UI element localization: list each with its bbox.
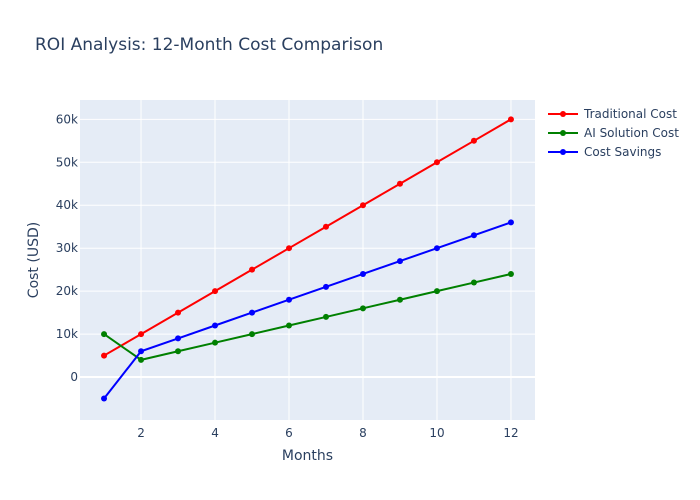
x-tick-label: 2 <box>137 426 145 440</box>
data-point <box>359 270 366 277</box>
data-point <box>286 245 293 252</box>
data-point <box>101 395 108 402</box>
data-point <box>507 270 514 277</box>
data-point <box>433 159 440 166</box>
data-point <box>396 296 403 303</box>
data-point <box>212 288 219 295</box>
data-point <box>507 116 514 123</box>
data-point <box>470 137 477 144</box>
data-point <box>138 331 145 338</box>
plot-area <box>80 100 535 420</box>
series-line <box>103 272 512 361</box>
grid-lines <box>80 100 535 420</box>
legend-swatch-marker <box>560 130 566 136</box>
legend-swatch-marker <box>560 111 566 117</box>
legend-label: Traditional Cost <box>583 107 677 121</box>
x-tick-label: 4 <box>211 426 219 440</box>
legend-item[interactable]: Traditional Cost <box>548 107 677 121</box>
data-point <box>286 322 293 329</box>
data-point <box>396 258 403 265</box>
data-point <box>249 266 256 273</box>
chart-title: ROI Analysis: 12-Month Cost Comparison <box>35 35 383 55</box>
x-tick-label: 6 <box>285 426 293 440</box>
legend-label: AI Solution Cost <box>584 126 679 140</box>
y-tick-label: 10k <box>56 327 78 341</box>
legend-label: Cost Savings <box>584 145 661 159</box>
data-point <box>175 335 182 342</box>
data-point <box>396 180 403 187</box>
x-axis-title: Months <box>282 448 333 464</box>
data-point <box>175 348 182 355</box>
data-point <box>138 348 145 355</box>
data-point <box>433 288 440 295</box>
data-point <box>286 296 293 303</box>
data-point <box>212 322 219 329</box>
y-tick-label: 50k <box>56 155 78 169</box>
series-0 <box>101 116 514 359</box>
data-point <box>359 305 366 312</box>
series-1 <box>101 270 514 363</box>
data-point <box>101 331 108 338</box>
y-tick-label: 60k <box>56 112 78 126</box>
data-point <box>470 232 477 239</box>
series-line <box>103 118 512 357</box>
legend-swatch-marker <box>560 149 566 155</box>
data-point <box>359 202 366 209</box>
legend-item[interactable]: AI Solution Cost <box>548 126 679 140</box>
series-layer <box>101 116 514 402</box>
data-point <box>433 245 440 252</box>
series-2 <box>101 219 514 402</box>
x-tick-label: 12 <box>503 426 518 440</box>
data-point <box>470 279 477 286</box>
data-point <box>322 313 329 320</box>
legend: Traditional Cost AI Solution Cost Cost Sav… <box>548 107 679 159</box>
data-point <box>322 223 329 230</box>
y-tick-label: 40k <box>56 198 78 212</box>
y-tick-label: 0 <box>70 370 78 384</box>
data-point <box>507 219 514 226</box>
x-axis-ticks: 2 4 6 8 10 12 <box>137 426 518 440</box>
legend-item[interactable]: Cost Savings <box>548 145 661 159</box>
y-tick-label: 20k <box>56 284 78 298</box>
series-line <box>103 221 512 400</box>
y-axis-ticks: 0 10k 20k 30k 40k 50k 60k <box>56 112 78 384</box>
data-point <box>322 283 329 290</box>
y-tick-label: 30k <box>56 241 78 255</box>
data-point <box>249 331 256 338</box>
data-point <box>249 309 256 316</box>
data-point <box>175 309 182 316</box>
data-point <box>212 339 219 346</box>
x-tick-label: 8 <box>359 426 367 440</box>
y-axis-title: Cost (USD) <box>26 222 42 298</box>
data-point <box>101 352 108 359</box>
x-tick-label: 10 <box>429 426 444 440</box>
data-point <box>138 356 145 363</box>
